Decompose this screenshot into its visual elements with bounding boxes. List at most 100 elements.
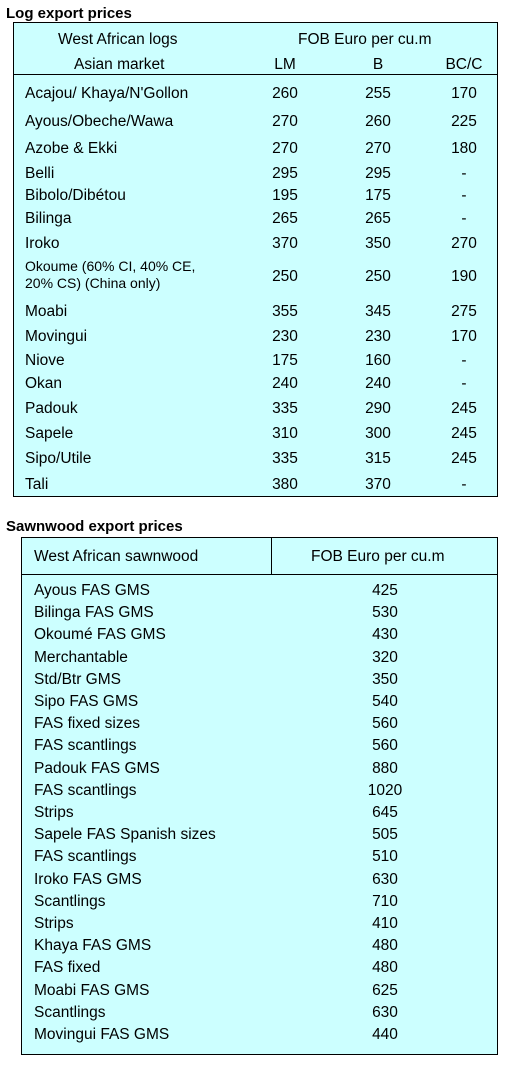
log-row-b: 350 xyxy=(365,235,391,252)
log-row-bc: - xyxy=(461,187,467,204)
sawn-row-name: Strips xyxy=(34,804,74,821)
log-row-name: Moabi xyxy=(25,303,68,320)
log-row-lm: 175 xyxy=(272,352,298,369)
sawn-row-name: FAS scantlings xyxy=(34,781,137,799)
log-row-lm: 335 xyxy=(272,450,298,467)
sawn-row-name: FAS fixed sizes xyxy=(34,715,140,733)
log-row-name: Padouk xyxy=(25,400,78,417)
log-row-bc: 170 xyxy=(451,328,477,345)
log-row-name: Movingui xyxy=(25,328,88,345)
log-row-lm: 335 xyxy=(272,400,298,417)
log-row-b: 370 xyxy=(365,476,391,493)
log-row-name: Okan xyxy=(25,375,63,392)
log-row-name: Sipo/Utile xyxy=(25,450,92,467)
log-row-bc: - xyxy=(461,476,467,493)
sawn-row-price: 320 xyxy=(372,648,398,666)
log-row-b: 240 xyxy=(365,375,391,392)
sawn-row-name: Sapele FAS Spanish sizes xyxy=(34,826,216,844)
sawn-col-header-price: FOB Euro per cu.m xyxy=(311,548,445,565)
log-row-bc: 275 xyxy=(451,303,477,320)
sawn-row-price: 630 xyxy=(372,870,398,888)
log-row-lm: 295 xyxy=(272,165,298,182)
log-col-header-bc: BC/C xyxy=(445,56,483,73)
log-row-lm: 310 xyxy=(272,425,298,442)
log-col-header-b: B xyxy=(372,56,384,73)
log-row-name: Ayous/Obeche/Wawa xyxy=(25,113,174,130)
log-row-bc: 170 xyxy=(451,85,477,102)
log-row-lm: 230 xyxy=(272,328,298,345)
sawn-row-name: FAS scantlings xyxy=(34,737,137,755)
log-row-name: Niove xyxy=(25,352,65,369)
log-row-bc: 245 xyxy=(451,450,477,467)
log-row-bc: 245 xyxy=(451,425,477,442)
sawn-row-name: Movingui FAS GMS xyxy=(34,1026,170,1043)
log-row-bc: 190 xyxy=(451,268,477,285)
sawn-row-name: FAS fixed xyxy=(34,959,101,977)
log-row-lm: 265 xyxy=(272,210,298,227)
sawn-row-price: 410 xyxy=(372,915,398,932)
sawn-row-price: 1020 xyxy=(367,781,403,799)
sawn-row-name: Strips xyxy=(34,915,74,932)
log-row-lm: 270 xyxy=(272,113,298,130)
sawn-row-price: 530 xyxy=(372,604,398,622)
sawn-row-name: Okoumé FAS GMS xyxy=(34,626,166,644)
log-row-bc: 245 xyxy=(451,400,477,417)
log-row-b: 230 xyxy=(365,328,391,345)
sawn-row-price: 710 xyxy=(372,892,398,910)
sawnwood-prices-table: West African sawnwood FOB Euro per cu.m … xyxy=(21,537,498,1055)
log-col-header-price: FOB Euro per cu.m xyxy=(298,31,432,48)
log-row-name: Sapele xyxy=(25,425,74,442)
log-row-b: 175 xyxy=(365,187,391,204)
sawn-row-price: 560 xyxy=(372,715,398,733)
sawn-row-name: Merchantable xyxy=(34,648,128,666)
log-prices-title: Log export prices xyxy=(6,5,132,22)
log-row-name: Azobe & Ekki xyxy=(25,140,118,157)
sawn-row-price: 625 xyxy=(372,981,398,999)
log-row-b: 300 xyxy=(365,425,391,442)
log-row-lm: 270 xyxy=(272,140,298,157)
log-col-header-name-line2: Asian market xyxy=(74,56,165,73)
sawn-row-price: 540 xyxy=(372,693,398,710)
log-header-divider xyxy=(14,74,497,75)
log-row-lm: 355 xyxy=(272,303,298,320)
sawn-row-name: Moabi FAS GMS xyxy=(34,981,150,999)
sawn-row-price: 430 xyxy=(372,626,398,644)
log-prices-table: West African logs Asian market FOB Euro … xyxy=(13,22,498,497)
log-row-b: 315 xyxy=(365,450,391,467)
sawn-row-price: 480 xyxy=(372,959,398,977)
log-row-b: 160 xyxy=(365,352,391,369)
log-row-lm: 195 xyxy=(272,187,298,204)
log-row-bc: - xyxy=(461,210,467,227)
log-row-name: Tali xyxy=(25,476,49,493)
log-row-lm: 370 xyxy=(272,235,298,252)
log-row-b: 295 xyxy=(365,165,391,182)
log-row-name: Belli xyxy=(25,165,55,182)
log-row-name: Iroko xyxy=(25,235,60,252)
log-row-b: 255 xyxy=(365,85,391,102)
sawn-row-price: 560 xyxy=(372,737,398,755)
log-row-name: Okoume (60% CI, 40% CE, 20% CS) (China o… xyxy=(25,258,196,291)
log-row-lm: 250 xyxy=(272,268,298,285)
sawn-row-price: 630 xyxy=(372,1003,398,1021)
log-row-lm: 240 xyxy=(272,375,298,392)
sawnwood-prices-title: Sawnwood export prices xyxy=(6,518,183,535)
log-row-b: 345 xyxy=(365,303,391,320)
sawn-row-price: 480 xyxy=(372,937,398,955)
log-row-bc: - xyxy=(461,375,467,392)
log-col-header-lm: LM xyxy=(274,56,296,73)
sawn-row-name: Khaya FAS GMS xyxy=(34,937,152,955)
sawn-row-price: 440 xyxy=(372,1026,398,1043)
sawn-header-divider xyxy=(22,574,497,575)
sawn-row-price: 350 xyxy=(372,670,398,688)
sawn-row-price: 510 xyxy=(372,848,398,866)
log-col-header-name-line1: West African logs xyxy=(58,31,178,48)
log-row-bc: 225 xyxy=(451,113,477,130)
sawn-row-name: Sipo FAS GMS xyxy=(34,693,139,710)
log-row-lm: 260 xyxy=(272,85,298,102)
log-row-b: 290 xyxy=(365,400,391,417)
log-row-bc: - xyxy=(461,165,467,182)
log-row-b: 270 xyxy=(365,140,391,157)
sawn-row-name: Bilinga FAS GMS xyxy=(34,604,154,622)
log-row-b: 265 xyxy=(365,210,391,227)
sawn-header-column-divider xyxy=(271,538,272,575)
